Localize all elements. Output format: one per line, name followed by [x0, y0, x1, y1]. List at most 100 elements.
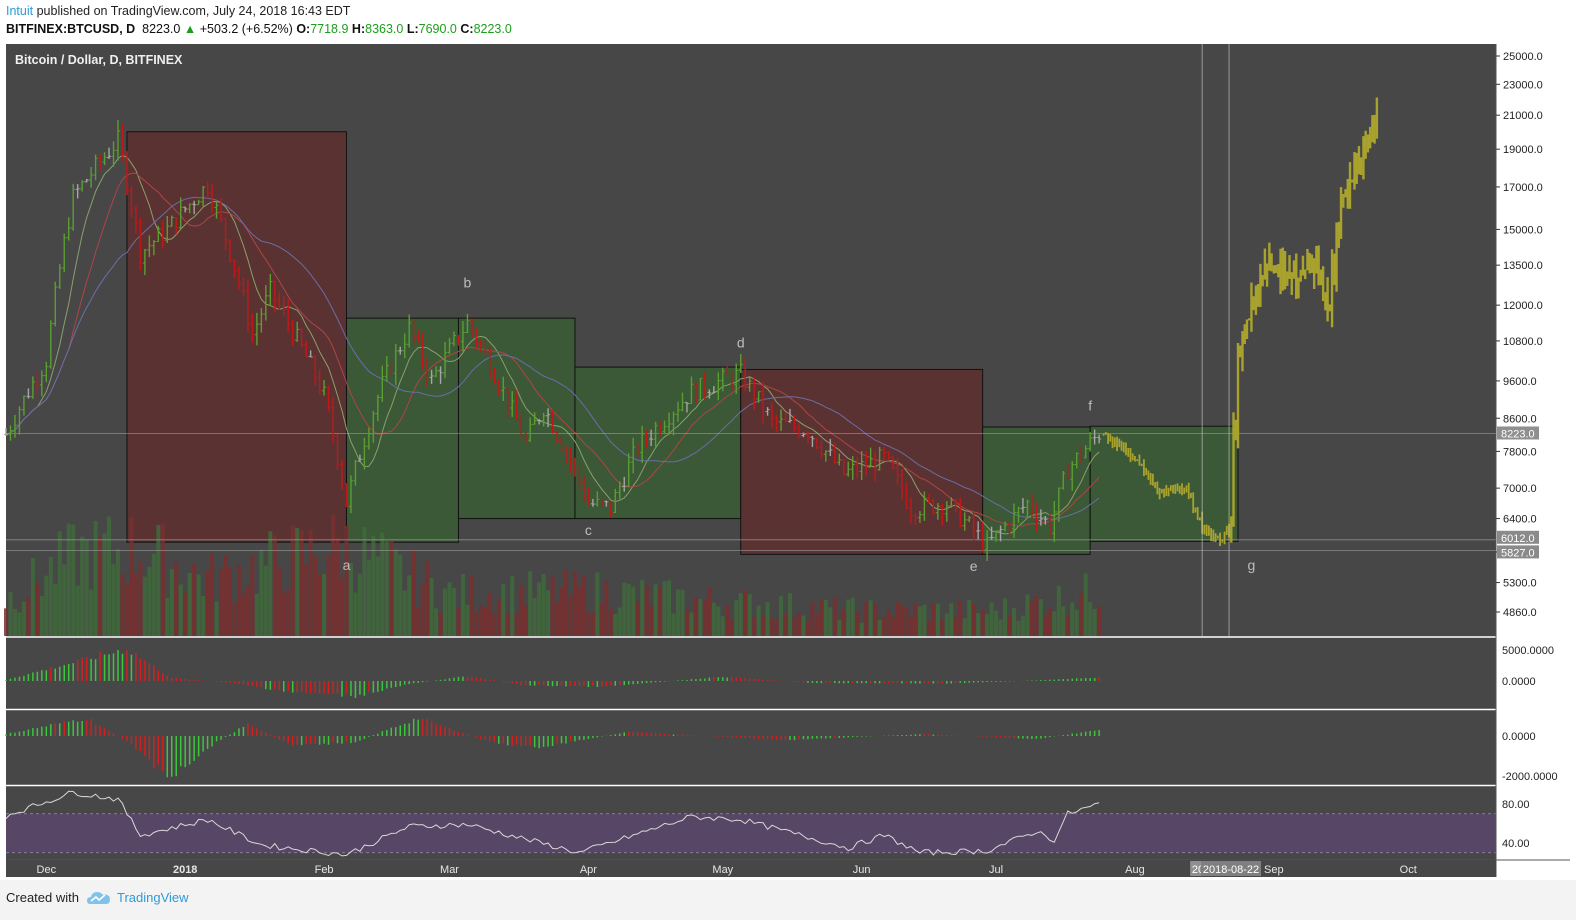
volume-bar: [1056, 585, 1061, 636]
author-name[interactable]: Intuit: [6, 4, 34, 18]
volume-bar: [272, 535, 277, 636]
high-label: H:: [351, 22, 366, 36]
volume-bar: [823, 599, 828, 636]
macd2-tick-label: -2000.0000: [1502, 771, 1558, 783]
volume-bar: [1029, 600, 1034, 636]
volume-bar: [608, 609, 613, 636]
volume-bar: [617, 607, 622, 636]
chart-title: Bitcoin / Dollar, D, BITFINEX: [15, 53, 183, 67]
volume-bar: [192, 563, 197, 636]
volume-bar: [528, 571, 533, 636]
volume-bar: [138, 561, 143, 636]
price-tick-label: 8600.0: [1503, 413, 1537, 425]
volume-bar: [640, 580, 645, 636]
volume-bar: [882, 617, 887, 636]
price-tick-label: 9600.0: [1503, 376, 1537, 388]
volume-bar: [1070, 602, 1075, 636]
price-tick-label: 5300.0: [1503, 578, 1537, 590]
rsi-band: [6, 813, 1496, 853]
volume-bar: [994, 610, 999, 636]
volume-bar: [738, 593, 743, 636]
chart-stage[interactable]: a b c d e f g 25000.0 23000.0 21000.0 19000.0 1700…: [0, 0, 1576, 880]
volume-bar: [971, 604, 976, 636]
macd-pane-1[interactable]: [5, 650, 1100, 698]
volume-bar: [976, 613, 981, 636]
wave-box-2: [345, 317, 459, 543]
time-axis[interactable]: Dec2018FebMarAprMayJunJulAugSepOct201820…: [6, 860, 1496, 877]
volume-bar: [380, 532, 385, 636]
wave-label-c: c: [585, 522, 592, 538]
price-axis[interactable]: 25000.0 23000.0 21000.0 19000.0 17000.0 15000…: [1496, 51, 1558, 850]
projection-bars[interactable]: [1102, 97, 1379, 547]
volume-bar: [676, 589, 680, 636]
volume-bar: [460, 573, 465, 636]
volume-bar: [295, 527, 300, 636]
volume-bar: [702, 599, 707, 636]
volume-bar: [57, 531, 62, 636]
volume-bar: [429, 577, 434, 636]
volume-bar: [698, 599, 703, 636]
low-label: L:: [406, 22, 419, 36]
time-tick-aug: Aug: [1125, 864, 1145, 876]
volume-bar: [1088, 601, 1093, 636]
rsi-line[interactable]: [5, 790, 1100, 857]
volume-bar: [953, 616, 958, 636]
volume-bar: [286, 589, 291, 636]
volume-bar: [684, 609, 689, 636]
volume-bar: [120, 574, 125, 636]
macd-pane-2[interactable]: [5, 718, 1100, 778]
volume-bar: [577, 587, 582, 636]
volume-bar: [174, 562, 179, 636]
volume-bar: [156, 525, 161, 636]
time-axis-bg: [6, 860, 1496, 877]
volume-bar: [931, 603, 936, 636]
volume-bar: [111, 563, 116, 636]
price-tick-label: 7800.0: [1503, 446, 1537, 458]
volume-bar: [541, 573, 546, 636]
time-tick-jun: Jun: [853, 864, 871, 876]
volume-bar: [828, 607, 833, 636]
volume-bar: [308, 530, 313, 636]
time-tick-may: May: [712, 864, 733, 876]
volume-bar: [877, 619, 882, 636]
volume-bar: [613, 613, 618, 636]
cursor-date-label-2[interactable]: 2018-08-22: [1203, 864, 1259, 876]
open-value: 7718.9: [310, 22, 349, 36]
volume-bar: [1034, 596, 1039, 636]
price-change: +503.2 (+6.52%): [199, 22, 293, 36]
volume-bar: [586, 612, 591, 636]
volume-bar: [707, 587, 712, 636]
volume-bar: [402, 590, 407, 636]
tradingview-logo-icon: [87, 892, 110, 904]
volume-bar: [743, 590, 748, 636]
tradingview-brand[interactable]: TradingView: [117, 890, 189, 905]
volume-bar: [935, 603, 940, 636]
volume-bar: [756, 605, 761, 636]
volume-bar: [1020, 615, 1025, 636]
volume-bars: [4, 514, 1102, 636]
rsi-pane[interactable]: [5, 790, 1496, 857]
created-with-text: Created with: [6, 890, 79, 905]
volume-bar: [859, 622, 864, 636]
volume-bar: [335, 537, 340, 636]
price-candles[interactable]: [4, 120, 1102, 562]
volume-bar: [17, 612, 22, 636]
volume-bar: [886, 610, 891, 636]
volume-bar: [53, 583, 58, 636]
volume-bar: [48, 556, 53, 636]
wave-box-1: [126, 131, 347, 543]
volume-bar: [389, 541, 394, 636]
price-tag-bg: [1497, 545, 1539, 559]
volume-bar: [214, 601, 219, 636]
volume-bar: [160, 523, 165, 636]
volume-bar: [581, 575, 586, 636]
volume-bar: [89, 589, 94, 636]
volume-bar: [564, 569, 568, 636]
close-value: 8223.0: [473, 22, 512, 36]
volume-bar: [196, 574, 201, 636]
volume-bar: [765, 601, 770, 636]
time-tick-jul: Jul: [989, 864, 1003, 876]
price-tick-label: 6400.0: [1503, 514, 1537, 526]
volume-bar: [299, 530, 304, 636]
volume-bar: [590, 612, 595, 636]
